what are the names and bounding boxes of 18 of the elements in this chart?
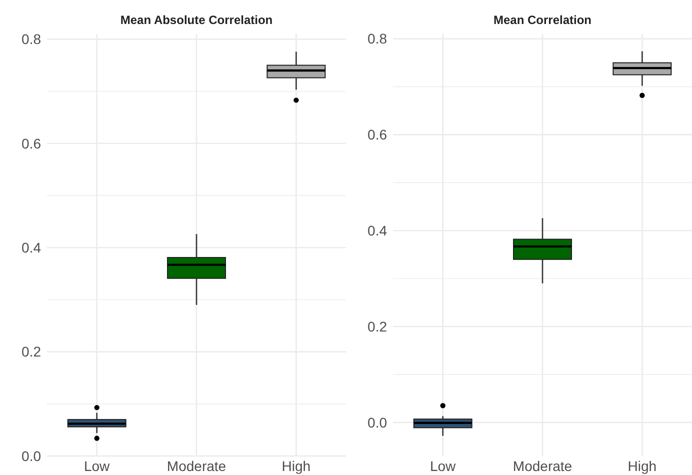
y-tick-label: 0.6 [368,126,388,143]
x-tick-label: Moderate [166,458,226,474]
y-tick-label: 0.8 [368,30,388,47]
y-tick-label: 0.0 [368,414,388,430]
chart-title: Mean Absolute Correlation [120,13,273,27]
x-tick-label: Low [84,458,111,474]
x-tick-label: Low [430,458,457,474]
y-tick-label: 0.4 [368,222,388,239]
y-tick-label: 0.4 [22,240,42,256]
y-tick-label: 0.2 [368,318,388,334]
y-tick-label: 0.6 [22,135,42,152]
x-tick-label: High [628,458,657,474]
x-tick-label: Moderate [512,458,572,474]
y-tick-label: 0.0 [22,448,42,464]
x-tick-label: High [282,458,311,474]
y-tick-label: 0.2 [22,344,42,360]
y-tick-label: 0.8 [22,31,42,48]
chart-title: Mean Correlation [493,13,592,27]
